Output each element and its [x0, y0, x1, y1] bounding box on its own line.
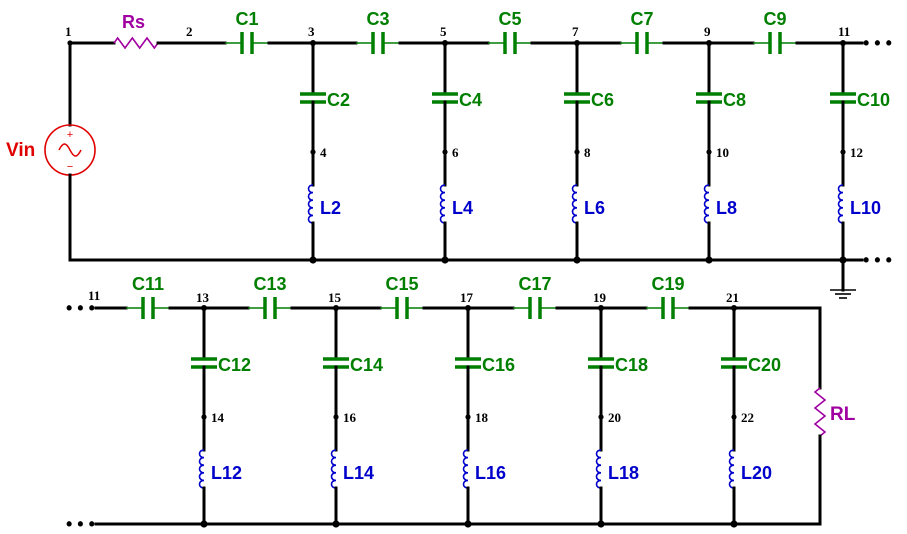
- top-series-cap-label-0: C1: [235, 9, 258, 29]
- bottom-shunt-0-mid-label: 14: [211, 410, 225, 425]
- top-shunt-4-cap-label: C10: [857, 90, 890, 110]
- bottom-series-cap-2: [380, 297, 424, 319]
- vin-plus-sign: +: [67, 129, 73, 141]
- top-shunt-2-cap-label: C6: [591, 90, 614, 110]
- bottom-start-node-label: 11: [88, 288, 100, 303]
- top-shunt-1-cap-label: C4: [459, 90, 482, 110]
- bottom-shunt-4-mid-label: 22: [741, 410, 754, 425]
- top-node-label-3: 9: [704, 24, 711, 39]
- node-2-label: 2: [186, 24, 193, 39]
- bottom-left-continuation: • • •: [66, 298, 95, 318]
- top-shunt-2-ind-label: L6: [584, 198, 605, 218]
- top-rail-continuation: • • •: [863, 250, 892, 270]
- top-node-label-4: 11: [838, 24, 850, 39]
- top-shunt-0-mid-label: 4: [320, 145, 327, 160]
- top-series-cap-label-2: C5: [498, 9, 521, 29]
- bottom-shunt-4-cap-label: C20: [748, 355, 781, 375]
- bottom-shunt-4-inductor: [728, 449, 735, 489]
- top-shunt-3-cap-label: C8: [723, 90, 746, 110]
- bottom-shunt-2-mid-label: 18: [475, 410, 489, 425]
- bottom-shunt-1-inductor: [330, 449, 337, 489]
- top-shunt-1-inductor: [439, 184, 446, 224]
- top-shunt-0-cap-label: C2: [327, 90, 350, 110]
- bottom-node-label-0: 13: [196, 290, 210, 305]
- top-shunt-4-ind-label: L10: [850, 198, 881, 218]
- rl-label: RL: [830, 404, 856, 425]
- bottom-series-cap-4: [646, 297, 690, 319]
- bottom-node-label-3: 19: [593, 290, 607, 305]
- bottom-series-cap-label-2: C15: [385, 274, 418, 294]
- bottom-shunt-0-inductor: [198, 449, 205, 489]
- bottom-shunt-3-ind-label: L18: [608, 463, 639, 483]
- bottom-shunt-3-cap-label: C18: [615, 355, 648, 375]
- top-shunt-4-mid-label: 12: [850, 145, 863, 160]
- top-shunt-3-inductor: [703, 184, 710, 224]
- bottom-shunt-2-ind-label: L16: [475, 463, 506, 483]
- vin-sine-icon: [58, 143, 82, 157]
- top-shunt-2-mid-label: 8: [584, 145, 591, 160]
- bottom-shunt-3-inductor: [595, 449, 602, 489]
- top-right-continuation: • • •: [863, 33, 892, 53]
- bottom-node-label-2: 17: [460, 290, 474, 305]
- top-shunt-1-mid-label: 6: [452, 145, 459, 160]
- top-node-label-1: 5: [440, 24, 447, 39]
- bottom-shunt-1-cap-label: C14: [350, 355, 383, 375]
- bottom-series-cap-label-1: C13: [253, 274, 286, 294]
- top-shunt-4-inductor: [837, 184, 844, 224]
- top-series-cap-label-1: C3: [366, 9, 389, 29]
- bottom-shunt-1-mid-label: 16: [343, 410, 357, 425]
- top-shunt-1-ind-label: L4: [452, 198, 473, 218]
- rl-resistor: [813, 387, 827, 437]
- bottom-series-cap-label-0: C11: [132, 274, 164, 294]
- vin-label: Vin: [6, 140, 35, 161]
- bottom-shunt-0-ind-label: L12: [211, 463, 242, 483]
- bottom-shunt-2-inductor: [462, 449, 469, 489]
- bottom-series-cap-label-4: C19: [651, 274, 684, 294]
- top-shunt-3-ind-label: L8: [716, 198, 737, 218]
- top-series-cap-3: [620, 32, 664, 54]
- vin-minus-sign: −: [67, 161, 73, 173]
- bottom-series-cap-3: [513, 297, 557, 319]
- bottom-shunt-4-ind-label: L20: [741, 463, 772, 483]
- bottom-series-cap-label-3: C17: [518, 274, 551, 294]
- top-series-cap-0: [225, 32, 269, 54]
- bottom-node-label-4: 21: [726, 290, 739, 305]
- node-1-label: 1: [65, 24, 72, 39]
- bottom-rail-continuation: • • •: [66, 514, 95, 534]
- bottom-shunt-1-ind-label: L14: [343, 463, 374, 483]
- bottom-series-cap-0: [126, 297, 170, 319]
- top-series-cap-2: [488, 32, 532, 54]
- top-shunt-3-mid-label: 10: [716, 145, 729, 160]
- top-series-cap-4: [753, 32, 797, 54]
- bottom-shunt-2-cap-label: C16: [482, 355, 515, 375]
- top-shunt-0-inductor: [307, 184, 314, 224]
- top-node-label-2: 7: [572, 24, 579, 39]
- top-series-cap-label-3: C7: [630, 9, 653, 29]
- bottom-shunt-0-cap-label: C12: [218, 355, 251, 375]
- bottom-series-cap-1: [248, 297, 292, 319]
- top-series-cap-label-4: C9: [763, 9, 786, 29]
- rs-resistor: [113, 36, 159, 50]
- top-node-label-0: 3: [308, 24, 315, 39]
- bottom-node-label-1: 15: [328, 290, 342, 305]
- bottom-shunt-3-mid-label: 20: [608, 410, 621, 425]
- rs-label: Rs: [122, 12, 145, 32]
- top-shunt-2-inductor: [571, 184, 578, 224]
- top-series-cap-1: [356, 32, 400, 54]
- top-shunt-0-ind-label: L2: [320, 198, 341, 218]
